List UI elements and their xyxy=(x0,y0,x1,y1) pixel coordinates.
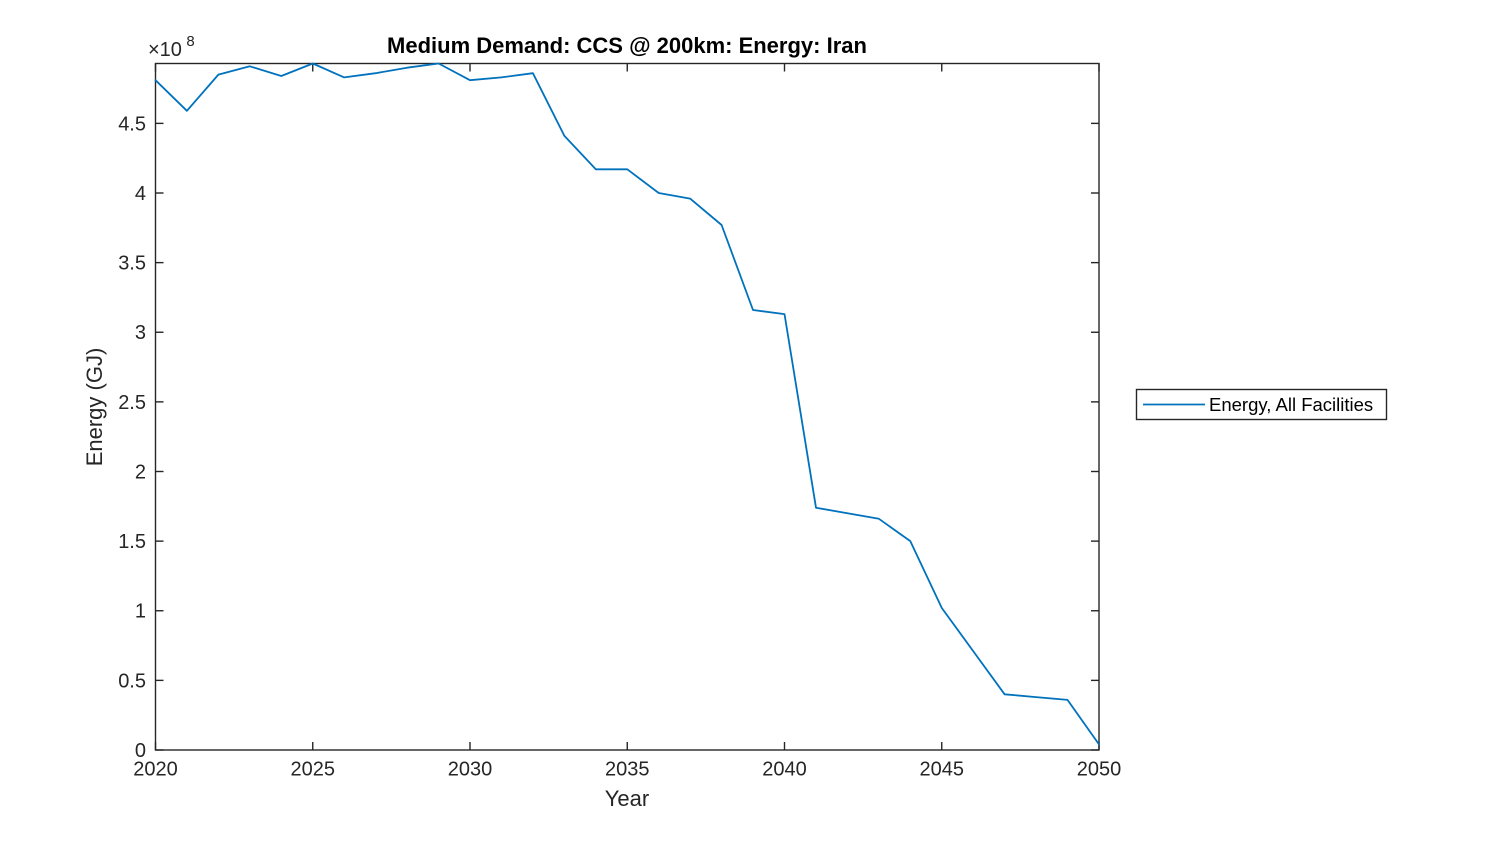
legend: Energy, All Facilities xyxy=(1135,388,1388,421)
x-tick-label: 2050 xyxy=(1077,759,1122,781)
y-tick-label: 4.5 xyxy=(118,113,146,135)
x-tick-label: 2030 xyxy=(448,759,493,781)
data-line-energy-all-facilities xyxy=(154,62,1100,746)
axis-ticks xyxy=(154,63,1100,751)
x-axis-label: Year xyxy=(605,786,649,811)
y-axis-tick-labels: 0 0.5 1 1.5 2 2.5 3 3.5 4 4.5 xyxy=(118,113,146,762)
y-axis-label: Energy (GJ) xyxy=(82,348,107,467)
x-tick-label: 2035 xyxy=(605,759,650,781)
y-tick-label: 2 xyxy=(135,461,146,483)
y-tick-label: 0.5 xyxy=(118,670,146,692)
x-tick-label: 2020 xyxy=(133,759,178,781)
y-tick-label: 3 xyxy=(135,322,146,344)
plot-area-box xyxy=(154,62,1100,751)
y-axis-multiplier: ×10 8 xyxy=(148,33,195,61)
x-axis-tick-labels: 2020 2025 2030 2035 2040 2045 2050 xyxy=(133,759,1121,781)
x-tick-label: 2045 xyxy=(920,759,965,781)
x-tick-label: 2040 xyxy=(762,759,807,781)
y-tick-label: 1 xyxy=(135,601,146,623)
y-axis-multiplier-base: ×10 xyxy=(148,39,182,61)
y-tick-label: 4 xyxy=(135,183,146,205)
y-axis-multiplier-exponent: 8 xyxy=(186,33,194,50)
y-tick-label: 2.5 xyxy=(118,392,146,414)
y-tick-label: 1.5 xyxy=(118,531,146,553)
x-tick-label: 2025 xyxy=(291,759,336,781)
legend-label: Energy, All Facilities xyxy=(1209,394,1373,415)
y-tick-label: 0 xyxy=(135,740,146,762)
chart-title: Medium Demand: CCS @ 200km: Energy: Iran xyxy=(387,33,867,58)
y-tick-label: 3.5 xyxy=(118,253,146,275)
